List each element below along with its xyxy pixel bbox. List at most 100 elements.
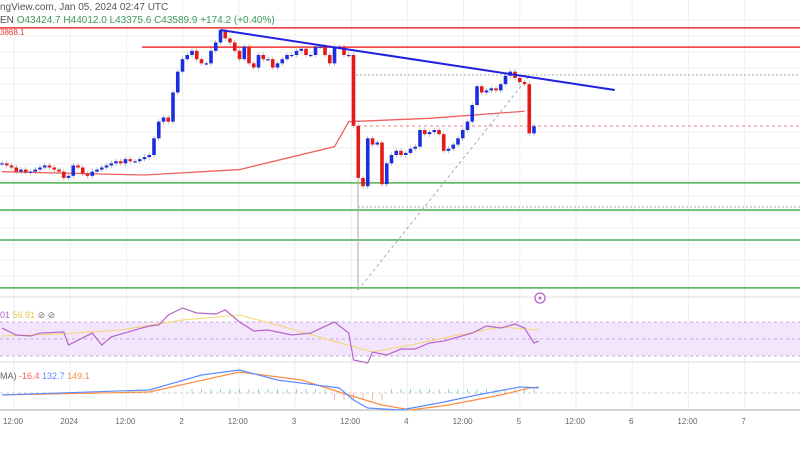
candle-up [175,71,180,93]
candle-down [237,50,242,60]
candle-down [76,165,80,168]
candle-up [142,157,147,160]
time-axis-tick: 6 [629,417,634,426]
change-value: +174.2 (+0.40%) [200,15,275,26]
candle-up [156,121,161,139]
candle-up [190,50,194,55]
level-price-label: 3868.1 [0,28,25,37]
candle-down [14,167,19,172]
time-axis-tick: 12:00 [3,417,24,426]
candle-up [285,55,289,60]
candle-down [228,38,232,43]
time-axis-tick: 7 [741,417,746,426]
candle-down [4,163,9,166]
candle-up [403,152,408,155]
candle-up [275,63,280,68]
candle-down [479,86,484,93]
macd-value: 132.7 [42,371,65,381]
candle-up [475,86,479,105]
candle-up [161,117,166,122]
candle-up [432,130,437,133]
ohlc-readout: EN O43424.7 H44012.0 L43375.6 C43589.9 +… [0,15,275,26]
candle-down [232,42,237,51]
rsi-ma-line [1,314,539,353]
candle-up [465,121,470,130]
close-value: C43589.9 [154,15,198,26]
time-axis-tick: 2 [179,417,184,426]
candle-down [270,59,275,68]
candle-up [375,142,380,145]
candle-up [484,90,489,93]
candle-up [365,138,370,187]
time-axis-tick: 12:00 [565,417,586,426]
candle-up [137,159,142,162]
candle-down [85,173,90,176]
candle-up [152,138,156,155]
candle-up [332,46,337,64]
candle-up [95,169,99,172]
candle-down [166,117,171,122]
macd-line [1,369,539,411]
candle-up [171,92,175,122]
candle-down [23,169,28,173]
time-axis-tick: 12:00 [340,417,361,426]
candle-down [494,88,498,91]
candle-down [247,46,251,64]
time-axis-tick: 12:00 [228,417,249,426]
candle-down [527,84,532,134]
time-axis-tick: 12:00 [677,417,698,426]
macd-signal-value: 149.1 [67,371,90,381]
candle-up [66,175,71,178]
candle-up [19,169,23,172]
candle-down [47,165,52,168]
candle-down [342,46,346,55]
candle-up [209,50,213,64]
candle-up [413,146,418,149]
candle-up [470,105,475,122]
open-value: O43424.7 [16,15,61,26]
rsi-legend: 01 56.91 ⊘ ⊘ [0,310,55,321]
rsi-value: 01 [0,310,11,320]
rsi-ma-value: 56.91 [12,310,36,320]
candle-up [451,144,456,149]
macd-legend: MA) -16.4 132.7 149.1 [0,371,90,381]
candle-up [109,163,114,166]
measure-diagonal [357,74,531,291]
candle-down [194,50,199,60]
candle-down [223,30,228,39]
low-value: L43375.6 [109,15,152,26]
time-axis-tick: 2024 [60,417,78,426]
candle-down [323,46,327,55]
time-axis-tick: 3 [292,417,297,426]
candle-down [370,138,375,145]
candle-up [318,46,323,48]
candle-down [361,177,365,187]
moving-average-line [1,110,525,176]
candle-up [104,165,109,168]
candle-up [38,167,42,170]
candle-up [218,30,223,43]
candle-up [460,130,465,139]
candle-down [80,167,85,174]
candle-down [351,55,356,126]
candle-up [114,161,118,164]
macd-signal-line [1,371,539,411]
time-axis-tick: 12:00 [453,417,474,426]
candle-up [133,161,137,163]
candle-up [33,169,38,172]
candle-up [384,163,389,185]
candle-up [266,59,270,61]
time-axis-tick: 12:00 [115,417,136,426]
rsi-visibility-icons[interactable]: ⊘ ⊘ [37,310,56,320]
candle-up [498,84,503,91]
candle-up [213,42,218,51]
candle-down [118,161,123,164]
candle-down [304,48,308,55]
candle-down [261,55,266,60]
candle-up [242,46,247,60]
candle-up [147,155,152,158]
candle-up [204,63,209,65]
candle-up [185,55,190,60]
candle-up [123,159,128,164]
